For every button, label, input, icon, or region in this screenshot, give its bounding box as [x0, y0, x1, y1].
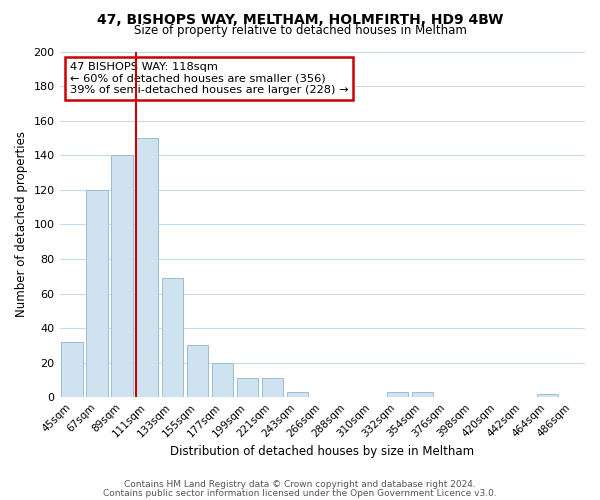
Bar — [412, 392, 433, 397]
Bar — [187, 346, 208, 397]
Bar — [287, 392, 308, 397]
Bar — [161, 278, 183, 397]
Text: 47, BISHOPS WAY, MELTHAM, HOLMFIRTH, HD9 4BW: 47, BISHOPS WAY, MELTHAM, HOLMFIRTH, HD9… — [97, 12, 503, 26]
Bar — [61, 342, 83, 397]
Bar — [112, 155, 133, 397]
Bar — [212, 362, 233, 397]
Bar — [236, 378, 258, 397]
Text: Contains HM Land Registry data © Crown copyright and database right 2024.: Contains HM Land Registry data © Crown c… — [124, 480, 476, 489]
Text: 47 BISHOPS WAY: 118sqm
← 60% of detached houses are smaller (356)
39% of semi-de: 47 BISHOPS WAY: 118sqm ← 60% of detached… — [70, 62, 349, 95]
Y-axis label: Number of detached properties: Number of detached properties — [15, 132, 28, 318]
Text: Size of property relative to detached houses in Meltham: Size of property relative to detached ho… — [134, 24, 466, 37]
Bar — [136, 138, 158, 397]
X-axis label: Distribution of detached houses by size in Meltham: Distribution of detached houses by size … — [170, 444, 475, 458]
Bar — [387, 392, 408, 397]
Bar — [86, 190, 108, 397]
Bar — [262, 378, 283, 397]
Text: Contains public sector information licensed under the Open Government Licence v3: Contains public sector information licen… — [103, 488, 497, 498]
Bar — [537, 394, 558, 397]
